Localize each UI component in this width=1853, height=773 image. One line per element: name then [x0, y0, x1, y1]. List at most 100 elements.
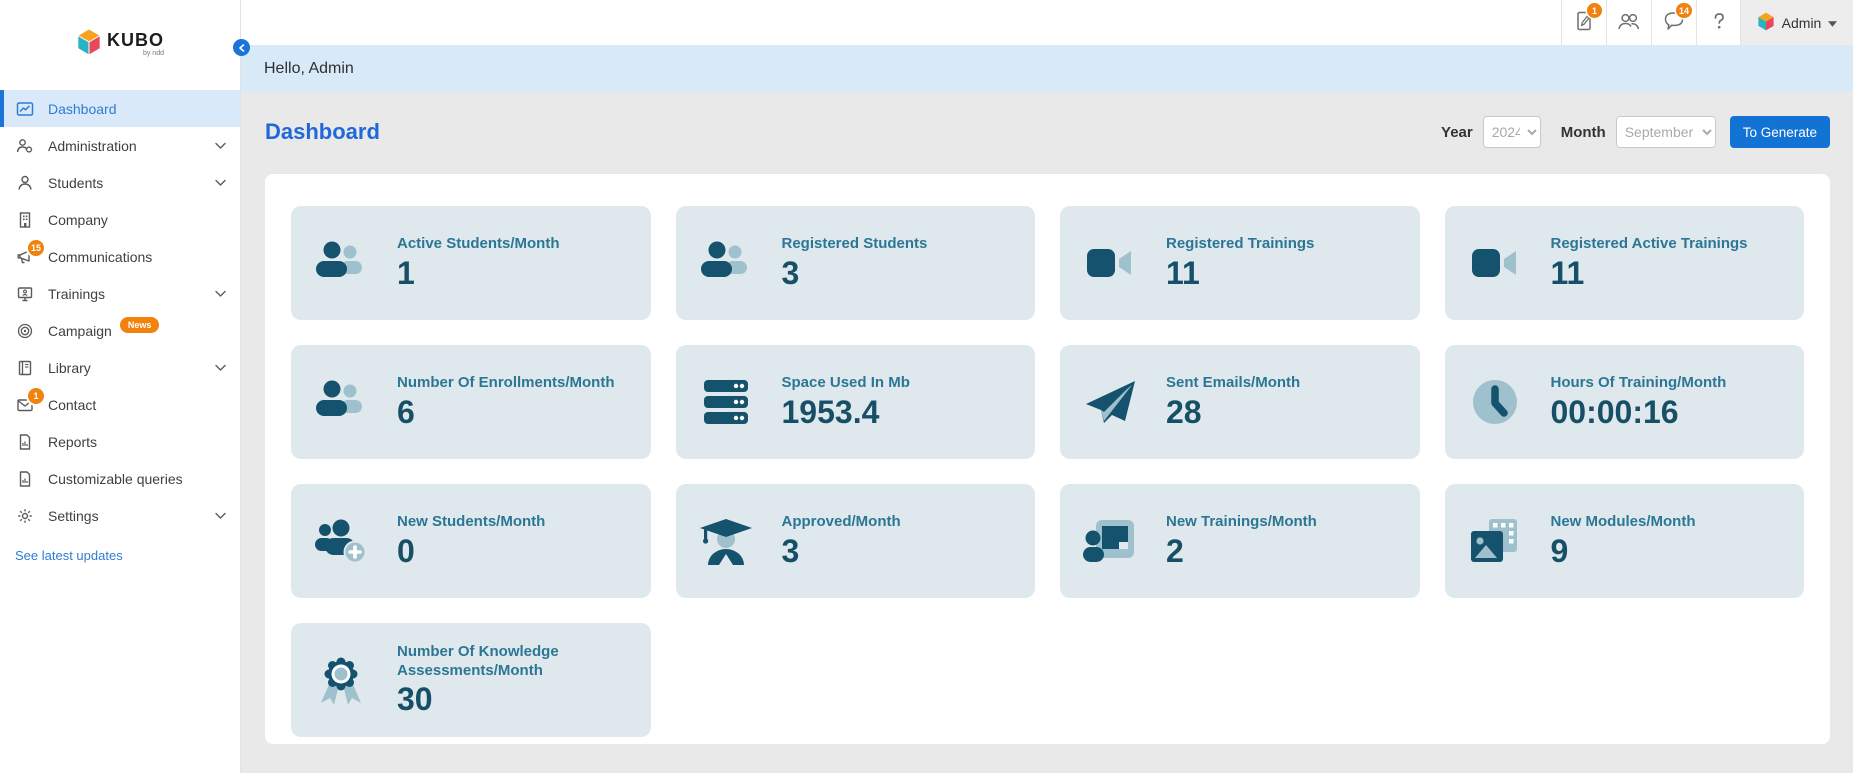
chevron-down-icon [215, 364, 226, 371]
chevron-down-icon [215, 512, 226, 519]
stat-card: Active Students/Month 1 [291, 206, 651, 320]
sidebar-item-label: Reports [48, 433, 98, 450]
month-label: Month [1560, 123, 1606, 141]
video-icon [1080, 238, 1140, 288]
stat-card-label: Number Of Knowledge Assessments/Month [397, 642, 559, 679]
sidebar-item-label: Contact [48, 396, 97, 413]
dashboard-panel: Active Students/Month 1 Registered Studen… [265, 174, 1830, 744]
company-icon [15, 210, 35, 230]
notification-badge: 1 [1587, 3, 1602, 18]
stat-card-value: 6 [397, 394, 415, 431]
stat-card-label: Space Used In Mb [781, 374, 910, 392]
presenter-icon [1080, 516, 1140, 566]
stat-card-value: 1 [397, 255, 415, 292]
users-group-icon [311, 377, 371, 427]
stat-card: Registered Students 3 [675, 206, 1035, 320]
chevron-down-icon [215, 290, 226, 297]
survey-icon [1573, 10, 1595, 35]
greeting-bar: Hello, Admin [241, 45, 1853, 92]
stat-card: Number Of Enrollments/Month 6 [291, 345, 651, 459]
campaign-icon [15, 321, 35, 341]
chat-icon [1662, 10, 1686, 35]
notification-badge: 1 [28, 387, 44, 404]
users-group-icon [311, 238, 371, 288]
sidebar-nav: Dashboard Administration Students Company 15… [0, 90, 240, 534]
report-filters: Year 2024 Month September To Generate [1441, 116, 1830, 148]
communications-icon: 15 [15, 239, 44, 267]
stat-card-value: 9 [1550, 533, 1569, 570]
sidebar-item-library[interactable]: Library [0, 349, 240, 386]
chat-button[interactable]: 14 [1651, 0, 1696, 45]
sidebar-item-contact[interactable]: 1 Contact [0, 386, 240, 423]
sidebar-item-reports[interactable]: Reports [0, 423, 240, 460]
page-title: Dashboard [265, 119, 380, 144]
stat-card: New Trainings/Month 2 [1060, 484, 1420, 598]
kubo-cube-icon [76, 27, 102, 61]
see-latest-updates-link[interactable]: See latest updates [15, 548, 123, 563]
users-icon [1617, 10, 1641, 35]
year-select[interactable]: 2024 [1482, 116, 1541, 148]
stat-card-value: 2 [1166, 533, 1184, 570]
dashboard-icon [15, 99, 35, 119]
sidebar-item-label: Dashboard [48, 100, 117, 117]
users-button[interactable] [1606, 0, 1651, 45]
sidebar-item-label: Administration [48, 137, 137, 154]
user-menu-button[interactable]: Admin [1741, 0, 1853, 45]
sidebar-item-label: Customizable queries [48, 470, 183, 487]
user-plus-icon [311, 516, 371, 566]
user-name-label: Admin [1781, 14, 1822, 31]
brand-logo: KUBO by ndd [0, 0, 240, 62]
brand-name: KUBO [107, 30, 164, 50]
sidebar-item-settings[interactable]: Settings [0, 497, 240, 534]
stat-card-value: 30 [397, 681, 433, 718]
sidebar-item-label: Students [48, 174, 104, 191]
sidebar-item-customizable-queries[interactable]: Customizable queries [0, 460, 240, 497]
contact-icon: 1 [15, 387, 44, 415]
sidebar-item-communications[interactable]: 15 Communications [0, 238, 240, 275]
queries-icon [15, 469, 35, 489]
sidebar-item-administration[interactable]: Administration [0, 127, 240, 164]
survey-button[interactable]: 1 [1561, 0, 1606, 45]
stat-card: Registered Active Trainings 11 [1444, 206, 1804, 320]
modules-icon [1465, 516, 1525, 566]
stat-card-value: 11 [1166, 255, 1200, 292]
chevron-down-icon [215, 142, 226, 149]
generate-button[interactable]: To Generate [1729, 116, 1830, 148]
stat-card-value: 3 [781, 533, 800, 570]
sidebar-item-dashboard[interactable]: Dashboard [0, 90, 240, 127]
administration-icon [15, 136, 35, 156]
sidebar-item-company[interactable]: Company [0, 201, 240, 238]
stat-card-label: New Modules/Month [1550, 513, 1696, 531]
stat-card-value: 1953.4 [781, 394, 880, 431]
chevron-down-icon [1828, 15, 1838, 30]
year-label: Year [1441, 123, 1473, 141]
medal-icon [311, 655, 371, 705]
stat-card-label: New Trainings/Month [1166, 513, 1317, 531]
video-icon [1465, 238, 1525, 288]
sidebar-collapse-button[interactable] [233, 39, 250, 56]
stat-card-label: Number Of Enrollments/Month [397, 374, 615, 392]
sidebar-item-trainings[interactable]: Trainings [0, 275, 240, 312]
notification-badge: 15 [27, 239, 44, 256]
stat-card: Number Of Knowledge Assessments/Month 30 [291, 623, 651, 737]
stat-card-label: Registered Active Trainings [1550, 235, 1748, 253]
sidebar-item-label: Company [48, 211, 108, 228]
main-content: Dashboard Year 2024 Month September To G… [241, 92, 1853, 773]
stat-cards-grid: Active Students/Month 1 Registered Studen… [291, 206, 1804, 737]
settings-icon [15, 506, 35, 526]
server-icon [696, 377, 756, 427]
help-button[interactable] [1696, 0, 1741, 45]
stat-card-value: 3 [781, 255, 800, 292]
month-select[interactable]: September [1615, 116, 1716, 148]
send-icon [1080, 377, 1140, 427]
sidebar-item-students[interactable]: Students [0, 164, 240, 201]
stat-card: Hours Of Training/Month 00:00:16 [1444, 345, 1804, 459]
sidebar-item-campaign[interactable]: Campaign News [0, 312, 240, 349]
reports-icon [15, 432, 35, 452]
stat-card-label: Registered Students [781, 235, 928, 253]
users-group-icon [696, 238, 756, 288]
stat-card: Space Used In Mb 1953.4 [675, 345, 1035, 459]
stat-card-label: Sent Emails/Month [1166, 374, 1301, 392]
help-icon [1708, 10, 1730, 35]
news-badge: News [119, 316, 160, 333]
